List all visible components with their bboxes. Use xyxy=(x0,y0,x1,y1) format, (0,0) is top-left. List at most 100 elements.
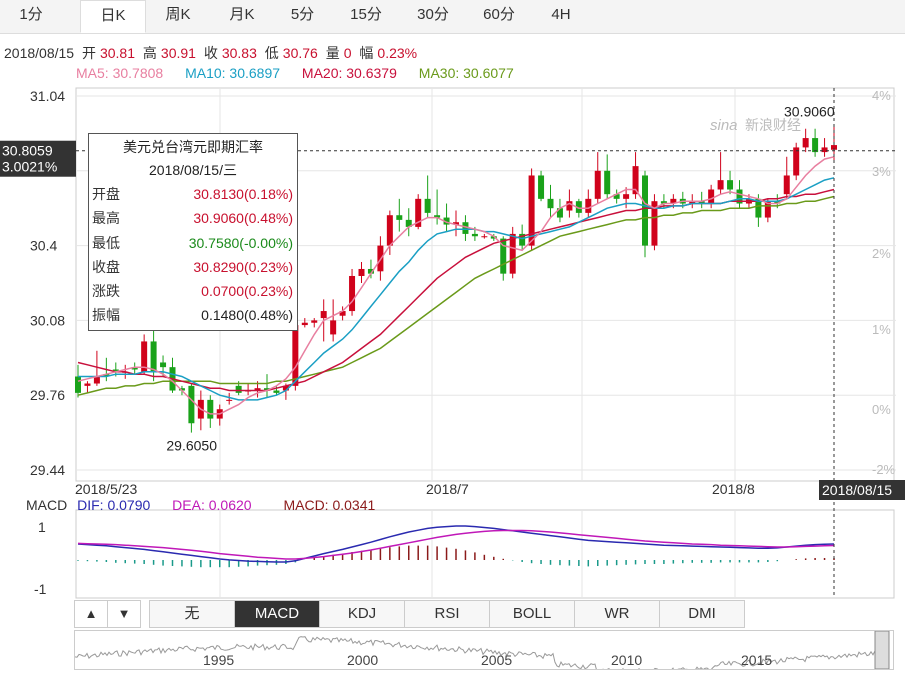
tooltip-row: 开盘 30.8130(0.18%) xyxy=(89,182,297,206)
tab-1分[interactable]: 1分 xyxy=(19,6,43,23)
info-high-label: 高 xyxy=(142,45,157,61)
info-close-label: 收 xyxy=(203,45,218,61)
candle xyxy=(386,210,393,255)
indicator-tab-无[interactable]: 无 xyxy=(149,600,235,628)
candle xyxy=(500,236,507,281)
candle xyxy=(547,184,554,218)
candle xyxy=(613,189,620,204)
candle xyxy=(585,189,592,218)
history-overview[interactable]: 1995 2000 2005 2010 2015 xyxy=(74,630,894,675)
ma10-line xyxy=(78,177,835,401)
macd-dea: DEA: 0.0620 xyxy=(172,497,252,513)
candle xyxy=(424,175,431,218)
indicator-tab-KDJ[interactable]: KDJ xyxy=(319,600,405,628)
candle xyxy=(396,198,403,232)
candle xyxy=(632,152,639,199)
candle xyxy=(727,170,734,195)
candle xyxy=(642,170,648,258)
period-tabs: 1分 日K 周K 月K 5分 15分 30分 60分 4H xyxy=(0,0,905,34)
macd-dif: DIF: 0.0790 xyxy=(77,497,151,513)
tab-30分[interactable]: 30分 xyxy=(417,6,449,23)
info-open-label: 开 xyxy=(81,45,96,61)
ma5-label: MA5: 30.7808 xyxy=(76,65,164,81)
candle xyxy=(339,306,346,321)
crosshair-pct: 3.0021% xyxy=(2,159,57,175)
info-amp-label: 幅 xyxy=(359,45,374,61)
scroll-up-button[interactable]: ▲ xyxy=(74,600,108,628)
candle xyxy=(311,318,318,328)
candle xyxy=(207,395,214,428)
tooltip-value: 0.1480(0.48%) xyxy=(201,307,293,324)
info-amp: 0.23% xyxy=(377,45,418,61)
candle xyxy=(812,128,819,157)
candle xyxy=(273,385,280,396)
y-tick-label: 29.44 xyxy=(30,462,65,478)
tab-周K[interactable]: 周K xyxy=(165,6,191,23)
sina-logo: sina xyxy=(710,117,738,134)
candle xyxy=(415,194,422,230)
candle xyxy=(443,203,450,232)
candle xyxy=(509,226,516,279)
candle xyxy=(783,156,790,199)
overview-year-label: 2000 xyxy=(347,652,378,668)
ma20-label: MA20: 30.6379 xyxy=(301,65,397,81)
tooltip-value: 30.8130(0.18%) xyxy=(193,186,293,202)
candle xyxy=(349,268,356,316)
info-vol-label: 量 xyxy=(325,45,340,61)
tooltip-label: 最低 xyxy=(92,234,120,251)
dif-line xyxy=(77,525,835,563)
overview-chart[interactable]: 1995 2000 2005 2010 2015 xyxy=(74,630,893,675)
candle xyxy=(188,383,195,433)
candle xyxy=(216,404,223,426)
watermark-text: 新浪财经 xyxy=(745,117,801,133)
scroll-down-button[interactable]: ▼ xyxy=(107,600,141,628)
tab-月K[interactable]: 月K xyxy=(229,6,255,23)
indicator-tab-RSI[interactable]: RSI xyxy=(404,600,490,628)
tab-4H[interactable]: 4H xyxy=(551,6,571,23)
tab-60分[interactable]: 60分 xyxy=(483,6,515,23)
candle xyxy=(226,392,233,405)
x-tick-label: 2018/5/23 xyxy=(75,481,137,497)
x-tick-label: 2018/7 xyxy=(426,481,469,497)
pct-tick-label: 4% xyxy=(872,88,891,103)
tooltip-label: 最高 xyxy=(92,210,120,227)
indicator-tab-BOLL[interactable]: BOLL xyxy=(489,600,575,628)
ohlc-info-bar: 2018/08/15 开 30.81 高 30.91 收 30.83 低 30.76 量… xyxy=(4,43,421,63)
crosshair-date: 2018/08/15 xyxy=(822,482,892,498)
ma10-label: MA10: 30.6897 xyxy=(185,65,281,81)
info-open: 30.81 xyxy=(99,45,136,61)
candle xyxy=(264,374,270,398)
candle xyxy=(93,350,100,386)
indicator-tab-DMI[interactable]: DMI xyxy=(659,600,745,628)
candle xyxy=(358,261,365,283)
overview-year-label: 2010 xyxy=(611,652,642,668)
candle xyxy=(538,170,545,202)
overview-handle[interactable] xyxy=(874,630,890,670)
candle xyxy=(490,233,497,241)
indicator-tab-MACD[interactable]: MACD xyxy=(234,600,320,628)
candle xyxy=(802,128,809,153)
tab-日K[interactable]: 日K xyxy=(80,0,146,33)
tab-5分[interactable]: 5分 xyxy=(290,6,315,23)
info-close: 30.83 xyxy=(221,45,257,61)
y-tick-label: 30.4 xyxy=(30,238,57,254)
pct-tick-label: 0% xyxy=(872,402,891,417)
indicator-tab-WR[interactable]: WR xyxy=(574,600,660,628)
tooltip-label: 振幅 xyxy=(92,307,120,324)
tooltip-value: 30.8290(0.23%) xyxy=(193,258,293,275)
candle xyxy=(245,383,252,396)
overview-year-label: 2015 xyxy=(741,652,772,668)
y-tick-label: 29.76 xyxy=(30,387,65,403)
overview-year-label: 2005 xyxy=(481,652,512,668)
tooltip-title: 美元兑台湾元即期汇率 xyxy=(123,139,263,155)
ohlc-tooltip: 美元兑台湾元即期汇率 2018/08/15/三 开盘 30.8130(0.18%)… xyxy=(88,133,298,331)
pct-tick-label: 2% xyxy=(872,246,891,261)
info-vol: 0 xyxy=(343,45,352,61)
info-high: 30.91 xyxy=(160,45,196,61)
tab-15分[interactable]: 15分 xyxy=(350,6,382,23)
tooltip-label: 涨跌 xyxy=(92,283,120,300)
tooltip-row: 涨跌 0.0700(0.23%) xyxy=(89,279,297,303)
tooltip-value: 0.0700(0.23%) xyxy=(201,283,293,300)
tooltip-row: 收盘 30.8290(0.23%) xyxy=(89,255,297,279)
